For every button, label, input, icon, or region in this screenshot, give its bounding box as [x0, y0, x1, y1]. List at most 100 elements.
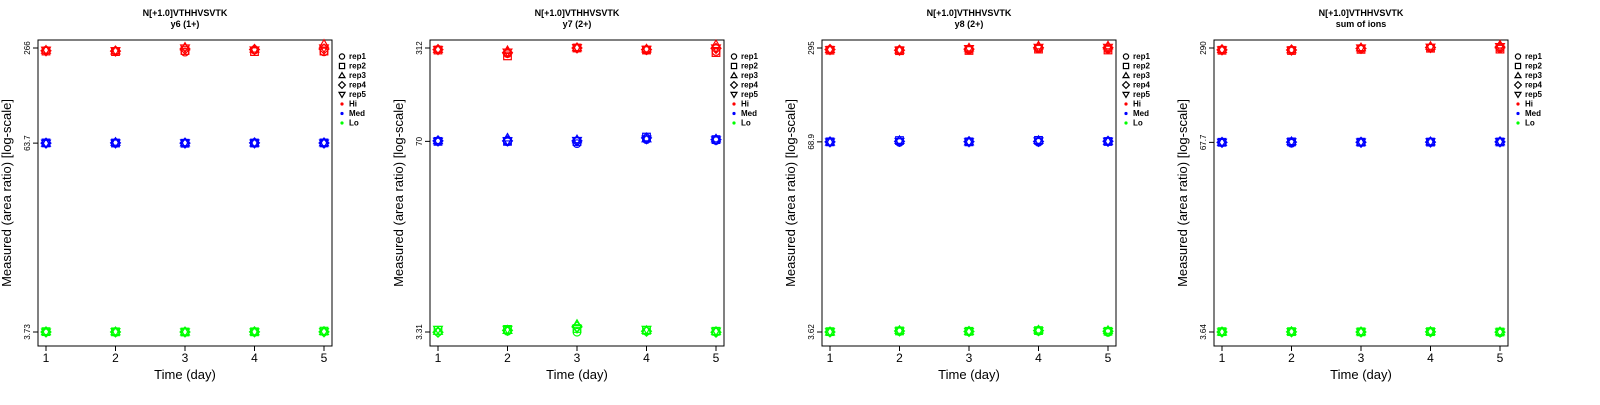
data-point-lo-rep5	[824, 328, 836, 338]
data-point-hi-rep3	[824, 43, 836, 53]
legend-label-rep4: rep4	[1133, 81, 1150, 90]
y-tick-label: 312	[415, 41, 424, 55]
data-point-lo-rep5	[1494, 328, 1506, 338]
data-point-lo-rep5	[1102, 327, 1114, 338]
legend-marker-rep3	[729, 71, 739, 79]
data-point-med-rep3	[1355, 136, 1367, 146]
data-point-hi-rep3	[1355, 42, 1367, 52]
data-point-lo-rep3	[40, 325, 52, 336]
legend-label-lo: Lo	[349, 119, 359, 128]
data-point-med-rep3	[1286, 135, 1297, 146]
legend-marker-rep2	[1514, 62, 1522, 70]
data-point-lo-rep3	[1216, 326, 1228, 336]
chart-title: N[+1.0]VTHHVSVTK	[143, 8, 228, 18]
x-tick-label: 3	[1358, 351, 1365, 365]
legend-marker-rep2	[730, 62, 738, 70]
x-tick-label: 1	[827, 351, 834, 365]
legend-marker-rep1	[338, 53, 346, 60]
data-point-hi-rep5	[710, 44, 722, 54]
data-point-hi-rep5	[1102, 43, 1114, 53]
x-tick-label: 3	[182, 351, 189, 365]
data-point-lo-rep5	[963, 327, 975, 338]
legend-marker-rep3	[1121, 71, 1131, 79]
data-point-med-rep5	[40, 139, 52, 149]
data-point-hi-rep3	[249, 43, 260, 53]
data-point-lo-rep5	[432, 325, 444, 335]
x-tick-label: 4	[1035, 351, 1042, 365]
legend-label-rep5: rep5	[741, 90, 758, 99]
data-point-hi-rep2	[711, 48, 721, 57]
data-point-lo-rep4	[432, 326, 444, 338]
y-axis-label: Measured (area ratio) [log-scale]	[0, 99, 14, 287]
data-point-med-rep3	[502, 132, 513, 142]
data-point-med-rep3	[963, 136, 975, 146]
data-point-lo-rep3	[963, 325, 975, 335]
data-point-lo-rep3	[1494, 326, 1506, 336]
data-point-hi-rep5	[179, 44, 191, 54]
data-point-med-rep3	[40, 137, 52, 147]
data-point-med-rep3	[641, 133, 652, 143]
chart-subtitle: sum of ions	[1336, 19, 1387, 29]
data-point-med-rep3	[110, 136, 121, 146]
data-point-med-rep5	[571, 136, 583, 147]
legend-marker-rep5	[729, 91, 739, 99]
y-tick-label: 67.7	[1199, 134, 1208, 150]
data-point-hi-rep5	[1286, 46, 1297, 56]
data-point-lo-rep5	[1286, 328, 1297, 338]
data-point-hi-rep5	[963, 45, 975, 55]
y-tick-label: 295	[807, 41, 816, 55]
data-point-med-rep5	[110, 139, 121, 149]
chart-subtitle: y7 (2+)	[563, 19, 592, 29]
legend-label-rep5: rep5	[1525, 90, 1542, 99]
data-point-hi-rep3	[571, 42, 583, 52]
data-point-med-rep5	[179, 139, 191, 149]
chart-subtitle: y8 (2+)	[955, 19, 984, 29]
legend-marker-med	[1124, 111, 1128, 116]
data-point-hi-rep5	[40, 46, 52, 56]
data-point-med-rep3	[710, 133, 722, 143]
legend-label-med: Med	[1525, 109, 1541, 118]
data-point-hi-rep5	[249, 46, 260, 56]
data-point-hi-rep5	[1494, 43, 1506, 53]
legend-label-hi: Hi	[349, 100, 357, 109]
data-point-lo-rep3	[571, 318, 583, 328]
y-tick-label: 3.64	[1199, 324, 1208, 340]
x-tick-label: 3	[574, 351, 581, 365]
legend-marker-lo	[1516, 121, 1520, 125]
data-point-hi-rep5	[502, 48, 513, 58]
legend-label-lo: Lo	[741, 119, 751, 128]
y-axis-label: Measured (area ratio) [log-scale]	[391, 99, 406, 287]
legend-label-rep2: rep2	[1133, 62, 1150, 71]
legend-marker-med	[340, 111, 344, 116]
data-point-hi-rep5	[1425, 43, 1436, 53]
y-axis-label: Measured (area ratio) [log-scale]	[783, 99, 798, 287]
data-point-hi-rep3	[1286, 44, 1297, 54]
chart-subtitle: y6 (1+)	[171, 19, 200, 29]
y-tick-label: 266	[23, 41, 32, 55]
legend-label-rep2: rep2	[1525, 62, 1542, 71]
data-point-med-rep5	[1033, 137, 1044, 147]
x-tick-label: 4	[643, 351, 650, 365]
x-tick-label: 1	[1219, 351, 1226, 365]
legend-marker-lo	[340, 121, 344, 125]
legend-label-hi: Hi	[741, 100, 749, 109]
data-point-lo-rep5	[502, 325, 513, 335]
legend-marker-hi	[340, 102, 344, 106]
x-tick-label: 5	[1105, 351, 1112, 365]
legend-label-rep3: rep3	[1133, 71, 1150, 80]
legend-label-rep1: rep1	[1133, 52, 1150, 61]
legend-label-rep3: rep3	[1525, 71, 1542, 80]
data-point-hi-rep3	[110, 45, 121, 55]
chart-title: N[+1.0]VTHHVSVTK	[535, 8, 620, 18]
data-point-hi-rep3	[710, 38, 722, 49]
legend-label-med: Med	[349, 109, 365, 118]
chart-title: N[+1.0]VTHHVSVTK	[1319, 8, 1404, 18]
data-point-lo-rep5	[710, 327, 722, 337]
data-point-med-rep5	[641, 135, 652, 145]
data-point-lo-rep3	[1102, 324, 1114, 334]
data-point-med-rep3	[249, 137, 260, 147]
